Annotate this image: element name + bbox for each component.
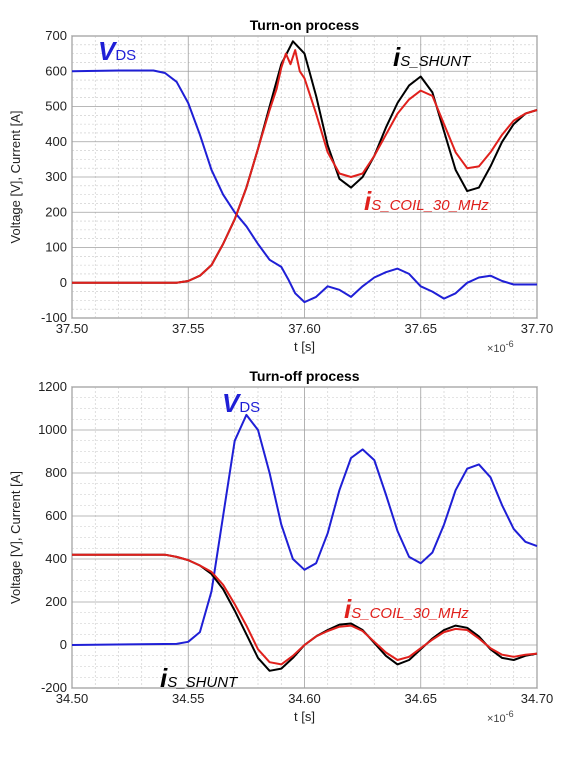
annotation-subscript: DS [115,47,136,64]
turn-off-y-axis-label: Voltage [V], Current [A] [8,471,23,604]
y-tick-label: 600 [45,63,67,78]
turn-on-x-axis-label: t [s] [294,339,315,354]
y-tick-label: -200 [41,680,67,695]
x-tick-label: 34.70 [521,691,554,706]
turn-off-title: Turn-off process [249,368,359,384]
series-annotation: VDS [222,388,260,418]
series-line-2 [72,49,538,284]
x-tick-label: 34.65 [404,691,437,706]
series-annotation: iS_COIL_30_MHz [364,186,489,216]
series-line-2 [72,553,538,666]
x-tick-label: 37.55 [172,321,205,336]
y-tick-label: 800 [45,465,67,480]
turn-off-grid [71,386,538,689]
x-tick-label: 37.60 [288,321,321,336]
series-line-0 [71,413,538,646]
x-tick-label: 37.65 [404,321,437,336]
x-tick-label: 34.60 [288,691,321,706]
series-line-1 [72,553,538,672]
x-multiplier-base: ×10 [487,343,506,355]
y-tick-label: 700 [45,28,67,43]
annotation-subscript: S_COIL_30_MHz [371,197,489,214]
x-multiplier-exponent: -6 [506,709,514,719]
turn-on-x-multiplier: ×10-6 [487,339,514,355]
turn-off-ticks: 34.50 34.55 34.60 34.65 34.70 -200 0 200 400 600 8… [38,379,553,706]
y-tick-label: 500 [45,99,67,114]
y-tick-label: 0 [60,275,67,290]
turn-off-x-multiplier: ×10-6 [487,709,514,725]
annotation-subscript: S_COIL_30_MHz [351,605,469,622]
turn-on-y-axis-label: Voltage [V], Current [A] [8,111,23,244]
annotation-subscript: DS [239,399,260,416]
series-annotation: iS_COIL_30_MHz [344,594,469,624]
y-tick-label: -100 [41,310,67,325]
annotation-symbol: i [344,594,352,624]
y-tick-label: 1200 [38,379,67,394]
annotation-symbol: V [222,388,242,418]
annotation-subscript: S_SHUNT [167,674,239,691]
turn-on-title: Turn-on process [250,17,360,33]
y-tick-label: 0 [60,637,67,652]
annotation-subscript: S_SHUNT [400,53,472,70]
x-multiplier-exponent: -6 [506,339,514,349]
annotation-symbol: i [160,663,168,693]
turn-on-chart: 37.50 37.55 37.60 37.65 37.70 -100 0 100 200 300 4… [8,17,553,355]
x-tick-label: 37.50 [56,321,89,336]
y-tick-label: 400 [45,134,67,149]
y-tick-label: 100 [45,240,67,255]
turn-off-chart: 34.50 34.55 34.60 34.65 34.70 -200 0 200 400 600 8… [8,368,553,725]
series-annotation: iS_SHUNT [160,663,239,693]
x-multiplier-base: ×10 [487,713,506,725]
annotation-symbol: V [98,36,118,66]
annotation-symbol: i [364,186,372,216]
y-tick-label: 1000 [38,422,67,437]
y-tick-label: 200 [45,204,67,219]
x-tick-label: 34.55 [172,691,205,706]
turn-off-x-axis-label: t [s] [294,709,315,724]
turn-off-series [71,413,538,672]
series-line-0 [71,69,537,304]
y-tick-label: 200 [45,594,67,609]
annotation-symbol: i [393,42,401,72]
series-annotation: iS_SHUNT [393,42,472,72]
y-tick-label: 400 [45,551,67,566]
y-tick-label: 600 [45,508,67,523]
turn-on-series [71,40,538,304]
series-annotation: VDS [98,36,136,66]
y-tick-label: 300 [45,169,67,184]
x-tick-label: 37.70 [521,321,554,336]
turn-on-grid [71,35,538,319]
turn-on-ticks: 37.50 37.55 37.60 37.65 37.70 -100 0 100 200 300 4… [41,28,553,336]
x-tick-label: 34.50 [56,691,89,706]
